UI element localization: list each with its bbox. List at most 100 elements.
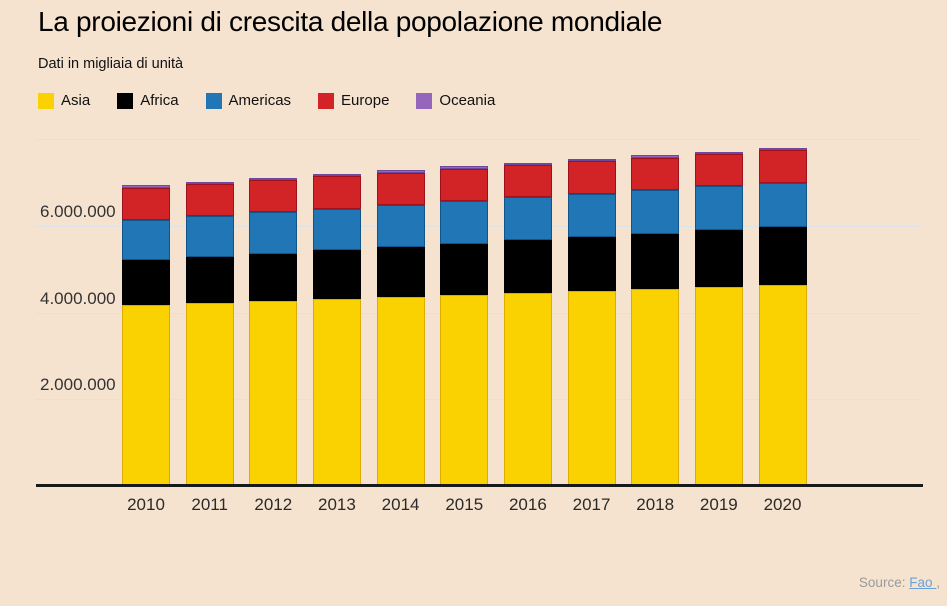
x-axis-label-2010: 2010	[127, 495, 165, 514]
x-axis-label-2016: 2016	[508, 495, 547, 514]
bar-segment-asia-2017[interactable]	[567, 291, 616, 486]
bar-segment-africa-2019[interactable]	[694, 230, 743, 288]
bar-segment-oceania-2015[interactable]	[440, 166, 489, 169]
bar-segment-americas-2010[interactable]	[122, 219, 170, 261]
bar-segment-europe-2015[interactable]	[440, 168, 489, 202]
bar-segment-europe-2010[interactable]	[122, 187, 170, 220]
source-link-fao[interactable]: Fao	[909, 575, 937, 590]
bar-2011	[185, 181, 234, 486]
bar-2017	[567, 159, 616, 486]
x-axis-label-2020: 2020	[763, 495, 802, 514]
x-axis-label-2015: 2015	[445, 495, 484, 514]
legend-swatch-americas	[205, 92, 222, 109]
bar-segment-europe-2019[interactable]	[694, 153, 743, 187]
bar-segment-oceania-2018[interactable]	[631, 155, 680, 158]
bar-2019	[694, 151, 743, 486]
bar-segment-africa-2018[interactable]	[631, 233, 680, 289]
y-axis-tick-label: 6.000.000	[40, 201, 116, 221]
bar-segment-asia-2012[interactable]	[249, 301, 298, 486]
source-label: Source:	[858, 575, 906, 590]
bar-segment-africa-2017[interactable]	[567, 236, 616, 291]
bar-segment-asia-2015[interactable]	[440, 295, 489, 486]
bar-segment-asia-2014[interactable]	[376, 297, 425, 486]
legend-item-africa[interactable]: Africa	[117, 92, 179, 109]
bar-segment-africa-2010[interactable]	[122, 260, 170, 306]
chart-subtitle: Dati in migliaia di unità	[38, 56, 184, 72]
bar-segment-africa-2013[interactable]	[312, 250, 361, 300]
bar-segment-oceania-2019[interactable]	[694, 151, 743, 154]
bar-segment-europe-2017[interactable]	[567, 161, 616, 194]
legend-swatch-africa	[117, 92, 134, 109]
bar-segment-oceania-2011[interactable]	[185, 181, 234, 184]
bar-segment-europe-2012[interactable]	[249, 180, 298, 213]
source-suffix: ,	[936, 575, 940, 590]
bar-segment-europe-2013[interactable]	[312, 176, 361, 209]
legend-label: Asia	[61, 92, 91, 109]
gridline	[36, 139, 922, 140]
bar-segment-oceania-2012[interactable]	[249, 177, 298, 181]
legend-item-asia[interactable]: Asia	[38, 92, 90, 109]
bar-2013	[312, 174, 361, 486]
bar-segment-americas-2014[interactable]	[376, 204, 425, 247]
y-axis-tick-label: 2.000.000	[40, 375, 116, 395]
legend-swatch-oceania	[416, 92, 433, 109]
legend-item-europe[interactable]: Europe	[318, 92, 389, 109]
x-axis-label-2017: 2017	[572, 495, 611, 514]
legend-label: Americas	[228, 92, 292, 109]
bar-segment-asia-2016[interactable]	[503, 292, 552, 486]
bar-segment-asia-2019[interactable]	[694, 287, 743, 486]
bar-2012	[249, 177, 298, 486]
bar-segment-americas-2019[interactable]	[694, 186, 743, 231]
bar-segment-asia-2010[interactable]	[122, 305, 170, 486]
x-axis-label-2013: 2013	[318, 495, 356, 514]
bar-segment-americas-2013[interactable]	[312, 208, 361, 251]
chart-title: La proiezioni di crescita della popolazi…	[38, 6, 663, 37]
legend-item-americas[interactable]: Americas	[205, 92, 292, 109]
y-axis-tick-label: 4.000.000	[40, 288, 116, 308]
bar-segment-europe-2014[interactable]	[376, 172, 425, 205]
bar-segment-africa-2012[interactable]	[249, 253, 298, 302]
bar-segment-americas-2012[interactable]	[249, 212, 298, 254]
bar-segment-asia-2011[interactable]	[185, 303, 234, 486]
bar-segment-americas-2016[interactable]	[503, 197, 552, 241]
legend-label: Africa	[140, 92, 179, 109]
bar-segment-africa-2016[interactable]	[503, 240, 552, 293]
bar-segment-oceania-2010[interactable]	[122, 185, 170, 188]
bar-2014	[376, 170, 425, 486]
x-axis-label-2012: 2012	[254, 495, 293, 514]
legend-label: Europe	[341, 92, 390, 109]
bar-segment-africa-2014[interactable]	[376, 246, 425, 298]
bar-segment-asia-2020[interactable]	[758, 285, 807, 486]
x-axis-line	[36, 484, 923, 487]
bar-segment-americas-2020[interactable]	[758, 182, 807, 227]
bar-segment-europe-2011[interactable]	[185, 183, 234, 216]
bar-segment-africa-2020[interactable]	[758, 227, 807, 286]
bar-segment-americas-2017[interactable]	[567, 193, 616, 237]
bar-segment-asia-2013[interactable]	[312, 299, 361, 486]
bar-2020	[758, 147, 807, 486]
legend-swatch-europe	[318, 92, 335, 109]
bar-segment-americas-2018[interactable]	[631, 190, 680, 234]
bar-segment-americas-2015[interactable]	[440, 201, 489, 244]
bar-segment-oceania-2013[interactable]	[312, 174, 361, 177]
bar-segment-europe-2020[interactable]	[758, 150, 807, 183]
bar-segment-africa-2011[interactable]	[185, 256, 234, 304]
x-axis-label-2018: 2018	[636, 495, 675, 514]
bar-segment-europe-2016[interactable]	[503, 165, 552, 198]
bar-segment-oceania-2017[interactable]	[567, 159, 616, 162]
x-axis-label-2014: 2014	[381, 495, 420, 514]
bar-segment-europe-2018[interactable]	[631, 157, 680, 191]
chart-legend: Asia Africa Americas Europe Oceania	[38, 92, 495, 109]
bar-segment-asia-2018[interactable]	[631, 289, 680, 486]
plot-area: 2.000.000 4.000.000 6.000.000 2010 2011 2012…	[36, 139, 926, 514]
bar-segment-oceania-2016[interactable]	[503, 162, 552, 166]
x-axis-label-2011: 2011	[191, 495, 228, 514]
bar-segment-oceania-2014[interactable]	[376, 170, 425, 173]
bar-segment-oceania-2020[interactable]	[758, 147, 807, 151]
x-axis-label-2019: 2019	[699, 495, 738, 514]
legend-label: Oceania	[439, 92, 496, 109]
bar-segment-americas-2011[interactable]	[185, 215, 234, 257]
bar-segment-africa-2015[interactable]	[440, 243, 489, 296]
legend-item-oceania[interactable]: Oceania	[416, 92, 495, 109]
